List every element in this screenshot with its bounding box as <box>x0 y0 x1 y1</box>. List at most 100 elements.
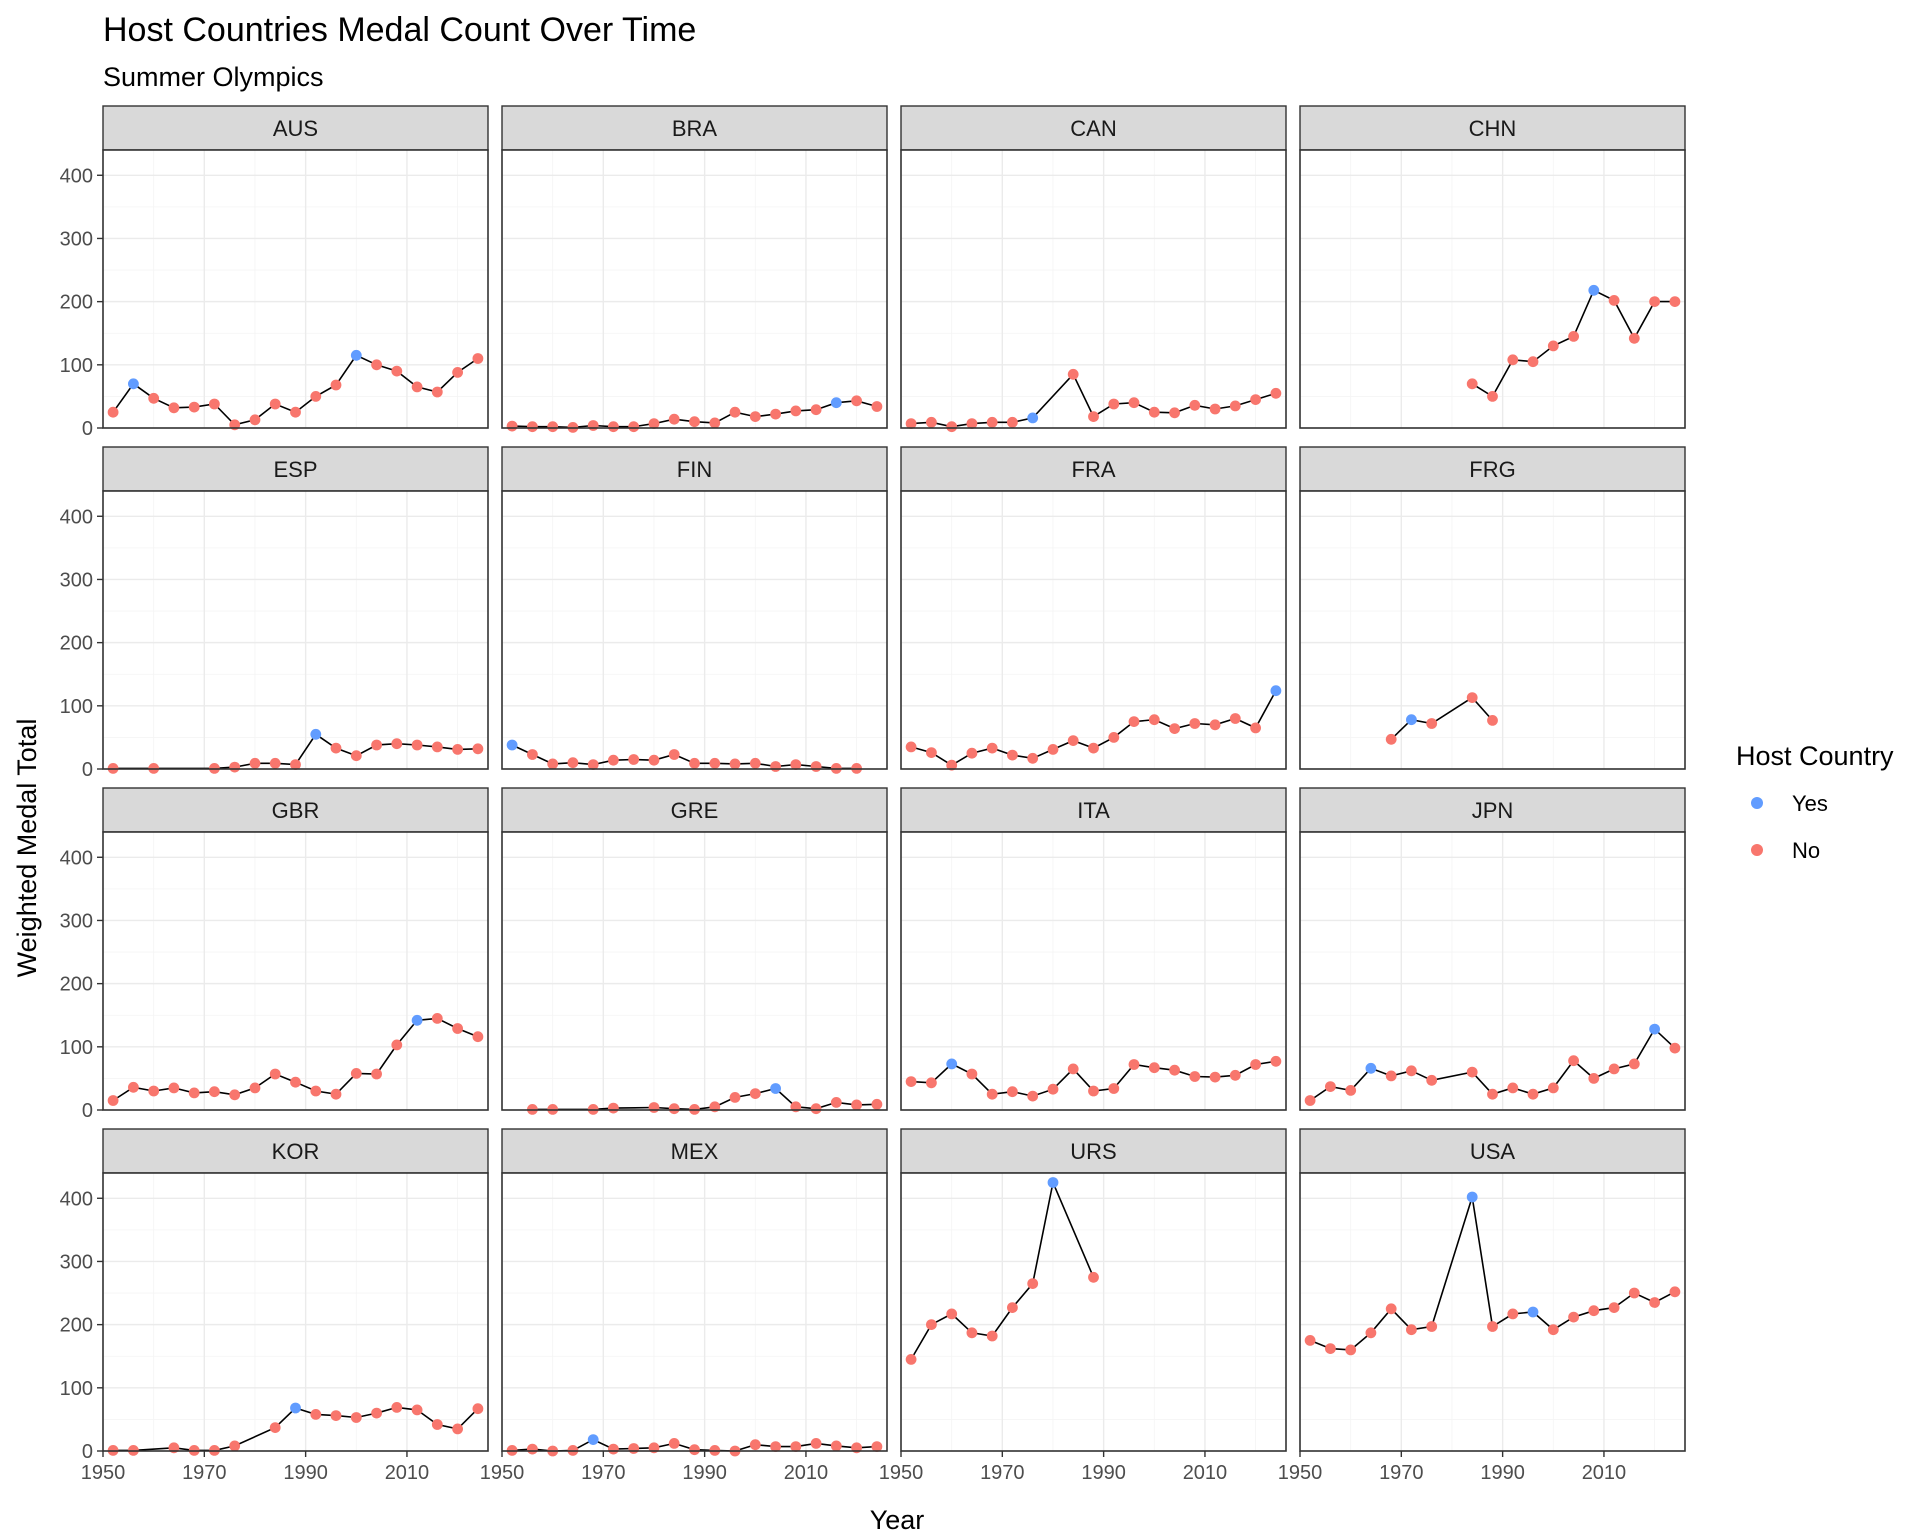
facet-strip <box>102 446 489 492</box>
data-point <box>1588 284 1600 296</box>
data-point <box>290 1402 301 1414</box>
facet-strip-label: GBR <box>272 798 320 823</box>
data-point <box>628 754 640 765</box>
data-point <box>871 1098 883 1110</box>
series-line <box>113 733 478 770</box>
facet-strip <box>900 1128 1287 1174</box>
data-point <box>506 739 518 751</box>
facet-strip-label: ESP <box>273 457 317 482</box>
x-tick-label: 1970 <box>980 1462 1025 1484</box>
data-point <box>472 1403 484 1415</box>
data-point <box>209 1086 220 1098</box>
data-point <box>547 421 559 433</box>
data-point <box>986 1088 998 1100</box>
facet-strip <box>1299 1128 1686 1174</box>
data-point <box>810 1438 822 1449</box>
data-point <box>310 728 322 740</box>
data-point <box>1649 296 1660 307</box>
data-point <box>567 757 579 769</box>
data-point <box>249 414 261 426</box>
x-tick-label: 1990 <box>1480 1462 1525 1484</box>
panel-border <box>501 490 888 770</box>
data-point <box>269 1068 281 1080</box>
facet-bra: BRA <box>501 105 888 433</box>
facet-aus: AUS 0 100 200 300 400 <box>60 105 489 440</box>
series-line <box>532 1087 877 1111</box>
facet-frg: FRG <box>1299 446 1686 770</box>
y-tick-label: 300 <box>60 569 93 591</box>
panel-border <box>1299 1172 1686 1452</box>
data-point <box>905 418 917 429</box>
panel-border <box>1299 149 1686 429</box>
data-point <box>1209 719 1221 731</box>
facet-strip <box>900 787 1287 833</box>
x-tick-label: 2010 <box>784 1462 829 1484</box>
facet-urs: URS 1950 1970 1990 2010 <box>879 1128 1287 1484</box>
facet-strip <box>1299 787 1686 833</box>
data-point <box>986 1330 998 1342</box>
data-point <box>1608 295 1620 306</box>
data-point <box>188 1087 200 1099</box>
data-point <box>310 1409 322 1420</box>
data-point <box>527 749 538 760</box>
facet-usa: USA 1950 1970 1990 2010 <box>1278 1128 1686 1484</box>
x-tick-label: 1970 <box>182 1462 227 1484</box>
data-point <box>689 1444 700 1456</box>
data-point <box>648 754 660 766</box>
panel-background <box>901 1173 1286 1451</box>
data-point <box>871 1441 883 1452</box>
data-point <box>472 1031 484 1043</box>
x-tick-label: 1950 <box>480 1462 525 1484</box>
data-point <box>1568 1055 1579 1067</box>
data-point <box>966 1068 978 1080</box>
data-point <box>1608 1063 1620 1075</box>
data-point <box>668 749 680 760</box>
data-point <box>1088 1271 1099 1283</box>
data-point <box>1108 732 1120 743</box>
data-point <box>431 1013 443 1024</box>
data-point <box>452 1023 463 1034</box>
panel-background <box>901 832 1286 1110</box>
panel-background <box>502 150 887 428</box>
data-point <box>290 1076 301 1088</box>
facet-esp: ESP 0 100 200 300 400 <box>60 446 489 781</box>
y-tick-label: 400 <box>60 847 93 869</box>
facet-strip-label: KOR <box>272 1139 320 1164</box>
panel-background <box>103 832 488 1110</box>
panel-border <box>102 831 489 1111</box>
x-tick-label: 1950 <box>81 1462 126 1484</box>
data-point <box>1047 744 1059 755</box>
data-point <box>1169 723 1180 734</box>
data-point <box>628 421 640 433</box>
data-point <box>547 758 559 770</box>
data-point <box>1507 1082 1519 1094</box>
data-point <box>668 1103 680 1115</box>
data-point <box>411 1404 423 1416</box>
data-point <box>1250 394 1261 405</box>
facet-can: CAN <box>900 105 1287 433</box>
panel-border <box>501 831 888 1111</box>
data-point <box>330 1410 342 1421</box>
data-point <box>472 743 484 755</box>
data-point <box>1027 412 1039 424</box>
data-point <box>966 1327 978 1339</box>
panel-background <box>1300 150 1685 428</box>
data-point <box>1148 406 1160 418</box>
data-point <box>310 1085 322 1097</box>
data-point <box>1169 1064 1180 1076</box>
data-point <box>1007 416 1018 428</box>
chart-subtitle: Summer Olympics <box>103 62 324 92</box>
data-point <box>749 757 761 769</box>
panel-border <box>900 490 1287 770</box>
data-point <box>729 406 741 418</box>
panel-border <box>102 1172 489 1452</box>
data-point <box>587 1434 599 1445</box>
facet-strip <box>501 105 888 151</box>
data-point <box>330 1088 342 1100</box>
data-point <box>391 365 403 377</box>
data-point <box>966 418 978 429</box>
data-point <box>371 739 382 751</box>
data-point <box>290 406 301 418</box>
data-point <box>1027 1090 1039 1102</box>
panel-border <box>501 149 888 429</box>
